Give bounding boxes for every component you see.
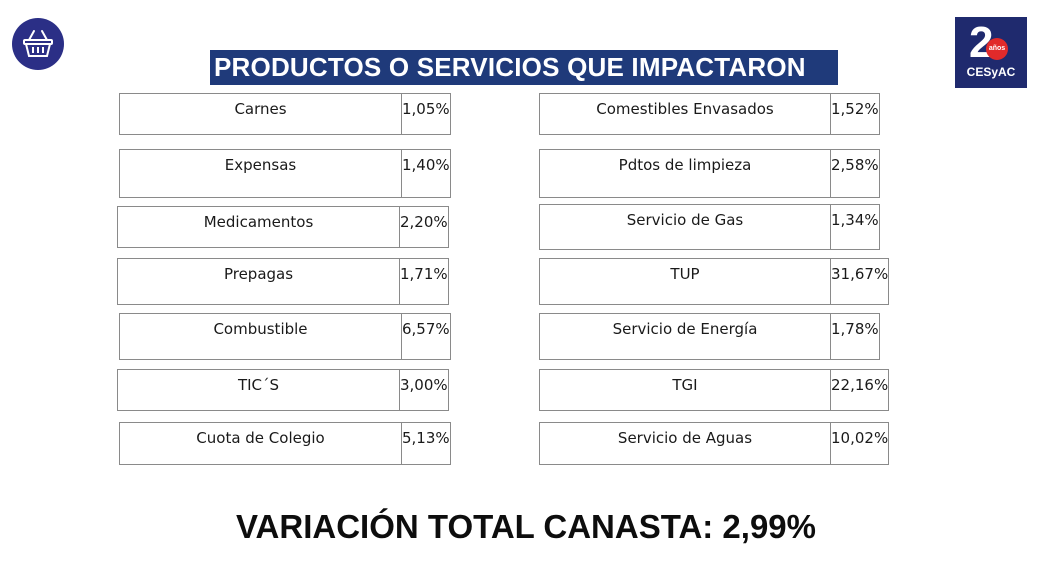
item-value: 22,16% — [831, 376, 889, 394]
item-name: Servicio de Energía — [540, 314, 831, 359]
item-name: TIC´S — [118, 370, 400, 410]
logo-badge: años — [986, 38, 1008, 60]
item-name: Expensas — [120, 150, 402, 197]
item-value: 10,02% — [831, 429, 889, 447]
item-name: Pdtos de limpieza — [540, 150, 831, 197]
cesyac-logo: 2 años CESyAC — [955, 17, 1027, 88]
item-value: 1,40% — [402, 156, 450, 174]
item-value: 1,71% — [400, 265, 448, 283]
item-value: 2,58% — [831, 156, 879, 174]
table-row: TGI 22,16% — [539, 369, 890, 411]
item-value: 2,20% — [400, 213, 448, 231]
logo-org-name: CESyAC — [966, 65, 1016, 79]
item-value: 5,13% — [402, 429, 450, 447]
item-name: Comestibles Envasados — [540, 94, 831, 134]
item-value: 1,78% — [831, 320, 879, 338]
item-name: Prepagas — [118, 259, 400, 304]
item-value: 6,57% — [402, 320, 450, 338]
item-name: Carnes — [120, 94, 402, 134]
item-value: 31,67% — [831, 265, 889, 283]
table-row: Medicamentos 2,20% — [117, 206, 449, 248]
item-name: Medicamentos — [118, 207, 400, 247]
item-name: Combustible — [120, 314, 402, 359]
table-row: Servicio de Aguas 10,02% — [539, 422, 890, 465]
item-name: TGI — [540, 370, 831, 410]
table-row: TIC´S 3,00% — [117, 369, 449, 411]
item-name: TUP — [540, 259, 831, 304]
table-row: Comestibles Envasados 1,52% — [539, 93, 880, 135]
item-value: 3,00% — [400, 376, 448, 394]
table-row: Combustible 6,57% — [119, 313, 451, 360]
item-name: Servicio de Gas — [540, 205, 831, 249]
table-row: Servicio de Gas 1,34% — [539, 204, 880, 250]
total-variation: VARIACIÓN TOTAL CANASTA: 2,99% — [236, 508, 816, 545]
table-row: TUP 31,67% — [539, 258, 890, 305]
page-title: PRODUCTOS O SERVICIOS QUE IMPACTARON — [210, 50, 838, 85]
basket-icon — [12, 18, 64, 70]
table-row: Cuota de Colegio 5,13% — [119, 422, 451, 465]
table-row: Servicio de Energía 1,78% — [539, 313, 880, 360]
item-value: 1,34% — [831, 211, 879, 229]
table-row: Expensas 1,40% — [119, 149, 451, 198]
item-value: 1,52% — [831, 100, 879, 118]
item-value: 1,05% — [402, 100, 450, 118]
item-name: Servicio de Aguas — [540, 423, 831, 464]
table-row: Carnes 1,05% — [119, 93, 451, 135]
item-name: Cuota de Colegio — [120, 423, 402, 464]
table-row: Prepagas 1,71% — [117, 258, 449, 305]
table-row: Pdtos de limpieza 2,58% — [539, 149, 880, 198]
